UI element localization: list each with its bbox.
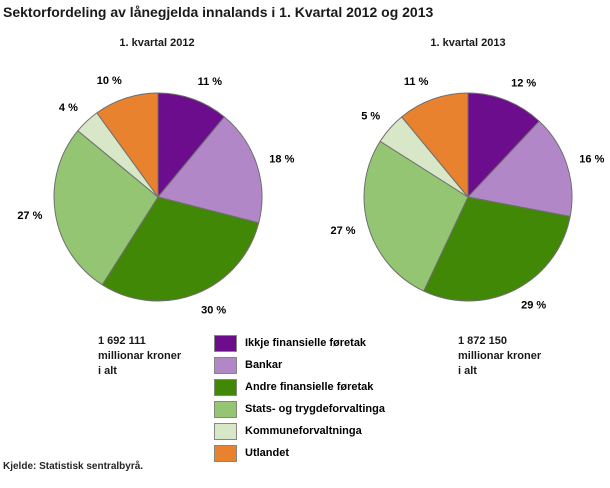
source-note: Kjelde: Statistisk sentralbyrå. bbox=[3, 461, 144, 472]
legend-label: Kommuneforvaltninga bbox=[245, 425, 362, 437]
pie-slice-stats-og-trygdeforvaltinga bbox=[53, 130, 159, 286]
pie-value-label: 30 % bbox=[201, 304, 226, 316]
legend-swatch-kommune bbox=[214, 422, 237, 440]
pie-slice-andre-finansielle-f-retak bbox=[423, 196, 571, 302]
pie-value-label: 5 % bbox=[361, 110, 380, 122]
pie-slice-utlandet bbox=[401, 92, 469, 198]
pie-value-label: 27 % bbox=[17, 210, 42, 222]
legend-swatch-stats-og-trygde bbox=[214, 400, 237, 418]
legend-label: Utlandet bbox=[245, 447, 289, 459]
legend-label: Bankar bbox=[245, 359, 283, 371]
pie-2012-subtitle: 1. kvartal 2012 bbox=[119, 37, 195, 49]
legend-label: Ikkje finansielle føretak bbox=[245, 337, 367, 349]
pie-slice-ikkje-finansielle-f-retak bbox=[467, 92, 540, 198]
legend-swatch-andre-finansielle bbox=[214, 378, 237, 396]
pie-value-label: 10 % bbox=[97, 75, 122, 87]
pie-2013-subtitle: 1. kvartal 2013 bbox=[430, 37, 506, 49]
pie-value-label: 29 % bbox=[521, 300, 546, 312]
pie-slice-stats-og-trygdeforvaltinga bbox=[363, 140, 469, 292]
legend-label: Stats- og trygdeforvaltinga bbox=[245, 403, 385, 415]
pie-slice-utlandet bbox=[96, 92, 159, 198]
pie-value-label: 12 % bbox=[511, 78, 536, 90]
legend-item: Utlandet bbox=[214, 442, 385, 464]
legend-swatch-utlandet bbox=[214, 444, 237, 462]
legend-item: Bankar bbox=[214, 354, 385, 376]
pie-value-label: 16 % bbox=[579, 153, 604, 165]
legend-swatch-bankar bbox=[214, 356, 237, 374]
legend-item: Kommuneforvaltninga bbox=[214, 420, 385, 442]
pie-1-kvartal-2013: 12 % 16 % 29 % 27 % 5 % 11 % bbox=[331, 76, 605, 312]
legend-label: Andre finansielle føretak bbox=[245, 381, 374, 393]
pie-slice-andre-finansielle-f-retak bbox=[101, 196, 260, 302]
legend-swatch-ikkje-finansielle bbox=[214, 334, 237, 352]
chart-title: Sektorfordeling av lånegjelda innalands … bbox=[3, 4, 434, 20]
pie-value-label: 27 % bbox=[331, 225, 356, 237]
legend-item: Stats- og trygdeforvaltinga bbox=[214, 398, 385, 420]
pie-1-kvartal-2012: 11 % 18 % 30 % 27 % 4 % 10 % bbox=[17, 75, 294, 316]
pie-slice-bankar bbox=[157, 116, 263, 224]
pie-slice-ikkje-finansielle-f-retak bbox=[157, 92, 225, 198]
pie-value-label: 4 % bbox=[59, 102, 78, 114]
pie-value-label: 11 % bbox=[404, 76, 429, 88]
pie-2013-total: 1 872 150 millionar kroner i alt bbox=[458, 335, 542, 377]
legend: Ikkje finansielle føretak Bankar Andre f… bbox=[214, 332, 385, 464]
pie-value-label: 18 % bbox=[269, 153, 294, 165]
pie-2012-total: 1 692 111 millionar kroner i alt bbox=[98, 335, 182, 377]
legend-item: Andre finansielle føretak bbox=[214, 376, 385, 398]
pie-slice-bankar bbox=[467, 120, 573, 217]
pie-value-label: 11 % bbox=[198, 76, 223, 88]
legend-item: Ikkje finansielle føretak bbox=[214, 332, 385, 354]
